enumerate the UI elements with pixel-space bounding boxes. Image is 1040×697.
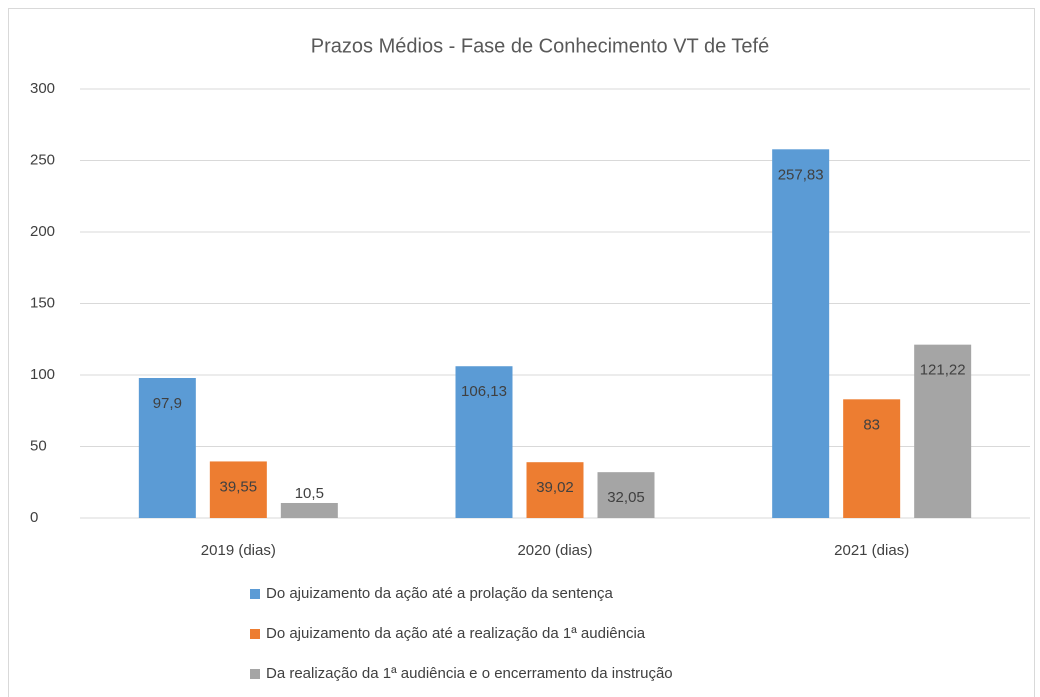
- data-label: 10,5: [295, 485, 324, 502]
- data-label: 97,9: [153, 395, 182, 412]
- legend-swatch: [250, 589, 260, 599]
- y-tick-label: 50: [30, 437, 47, 454]
- chart-border: [8, 8, 1035, 697]
- bar: [209, 461, 267, 518]
- bar: [914, 344, 972, 518]
- x-tick-label: 2019 (dias): [201, 542, 276, 559]
- bar: [280, 502, 338, 518]
- data-label: 32,05: [607, 489, 645, 506]
- y-tick-label: 0: [30, 509, 38, 526]
- bar: [843, 399, 901, 518]
- legend-label: Da realização da 1ª audiência e o encerr…: [266, 665, 673, 682]
- legend-swatch: [250, 669, 260, 679]
- data-label: 106,13: [461, 383, 507, 400]
- y-tick-label: 200: [30, 223, 55, 240]
- data-label: 257,83: [778, 166, 824, 183]
- legend-label: Do ajuizamento da ação até a realização …: [266, 625, 646, 642]
- y-tick-label: 150: [30, 294, 55, 311]
- bar: [772, 149, 830, 518]
- x-tick-label: 2020 (dias): [517, 542, 592, 559]
- data-label: 39,55: [220, 478, 258, 495]
- data-label: 39,02: [536, 479, 574, 496]
- y-tick-label: 300: [30, 80, 55, 97]
- bar: [138, 378, 196, 518]
- x-tick-label: 2021 (dias): [834, 542, 909, 559]
- data-label: 83: [863, 416, 880, 433]
- y-tick-label: 250: [30, 151, 55, 168]
- bar: [455, 366, 513, 518]
- bar: [597, 472, 655, 518]
- legend-label: Do ajuizamento da ação até a prolação da…: [266, 585, 614, 602]
- y-tick-label: 100: [30, 366, 55, 383]
- data-label: 121,22: [920, 362, 966, 379]
- legend-swatch: [250, 629, 260, 639]
- bar: [526, 462, 584, 518]
- chart-title: Prazos Médios - Fase de Conhecimento VT …: [311, 35, 769, 57]
